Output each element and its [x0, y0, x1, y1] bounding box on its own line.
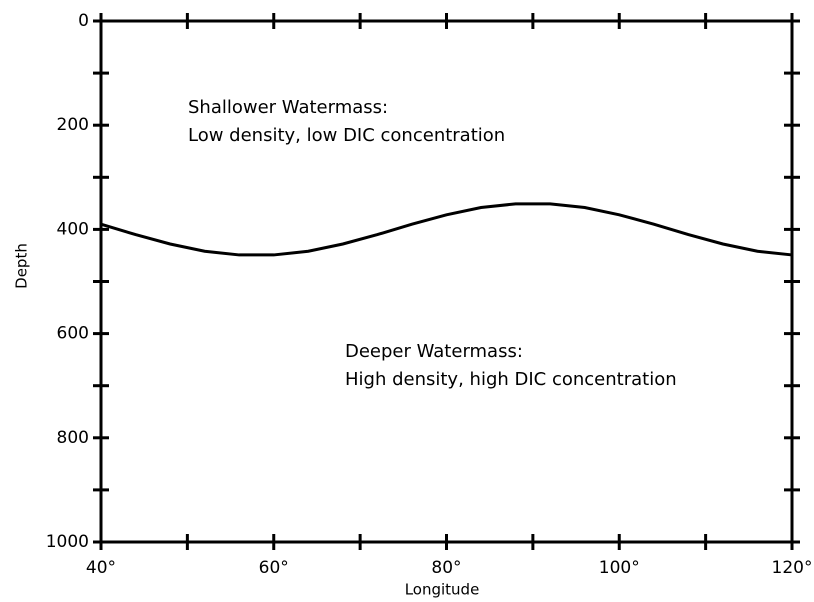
y-tick-label: 400: [57, 219, 89, 239]
y-tick-label: 200: [57, 115, 89, 135]
y-tick-label: 600: [57, 324, 89, 344]
x-tick-label: 60°: [259, 558, 289, 578]
annotation: Low density, low DIC concentration: [188, 125, 505, 146]
annotation: Shallower Watermass:: [188, 97, 388, 118]
x-tick-label: 40°: [86, 558, 116, 578]
x-tick-label: 100°: [599, 558, 640, 578]
y-tick-label: 800: [57, 428, 89, 448]
series-line: [100, 202, 793, 257]
x-axis-label: Longitude: [405, 581, 480, 599]
x-tick-label: 120°: [772, 558, 813, 578]
y-tick-label: 0: [78, 11, 89, 31]
y-tick-label: 1000: [46, 532, 89, 552]
annotation: Deeper Watermass:: [345, 341, 523, 362]
annotation: High density, high DIC concentration: [345, 369, 677, 390]
x-tick-label: 80°: [431, 558, 461, 578]
y-axis-label: Depth: [13, 243, 31, 289]
